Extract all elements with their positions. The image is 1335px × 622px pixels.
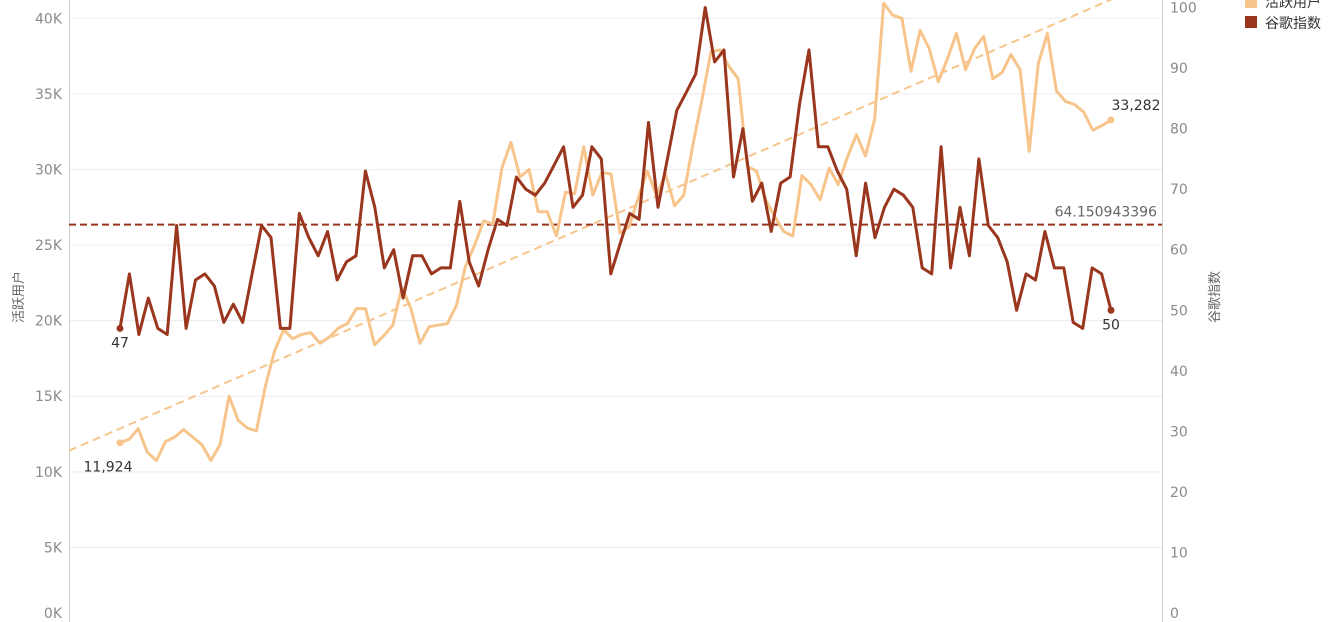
right-tick-label: 40 [1170, 364, 1188, 380]
left-tick-label: 40K [35, 11, 63, 27]
gridlines [70, 17, 1162, 548]
left-tick-label: 0K [44, 606, 63, 622]
left-tick-label: 35K [35, 87, 63, 103]
left-axis-ticks: 0K 5K 10K 15K 20K 25K 30K 35K 40K [35, 11, 63, 622]
average-reference-label: 64.150943396 [1055, 205, 1158, 221]
left-tick-label: 20K [35, 314, 63, 330]
label-active-users-first: 11,924 [84, 460, 133, 476]
legend-swatch-google-index [1245, 16, 1257, 28]
legend: 活跃用户 谷歌指数 [1245, 0, 1321, 32]
end-point-google-index [1107, 306, 1115, 314]
right-axis-ticks: 0 10 20 30 40 50 60 70 80 90 100 [1170, 1, 1197, 622]
right-axis-title: 谷歌指数 [1208, 271, 1223, 323]
right-tick-label: 60 [1170, 243, 1188, 259]
label-google-index-first: 47 [111, 335, 129, 351]
left-tick-label: 5K [44, 540, 63, 556]
series-line-active-users [119, 1, 1112, 462]
legend-swatch-active-users [1245, 0, 1257, 8]
series-line-google-index [118, 6, 1113, 336]
trend-line [68, 0, 1113, 452]
trend-line-group [68, 0, 1113, 452]
data-labels-group: 11,924 33,282 47 50 [84, 98, 1161, 476]
right-tick-label: 70 [1170, 182, 1188, 198]
left-tick-label: 10K [35, 465, 63, 481]
right-tick-label: 10 [1170, 545, 1188, 561]
legend-label-google-index: 谷歌指数 [1265, 16, 1321, 32]
left-tick-label: 15K [35, 389, 63, 405]
right-tick-label: 80 [1170, 122, 1188, 138]
left-tick-label: 25K [35, 238, 63, 254]
average-reference-group: 64.150943396 [69, 205, 1162, 226]
end-point-active-users [1107, 116, 1115, 124]
start-point-active-users [116, 439, 124, 447]
left-axis-title: 活跃用户 [11, 271, 27, 323]
label-active-users-last: 33,282 [1112, 98, 1161, 114]
label-google-index-last: 50 [1102, 317, 1120, 333]
series-group [116, 1, 1115, 462]
left-tick-label: 30K [35, 162, 63, 178]
right-tick-label: 50 [1170, 303, 1188, 319]
legend-label-active-users: 活跃用户 [1265, 0, 1321, 11]
right-tick-label: 30 [1170, 424, 1188, 440]
start-point-google-index [116, 324, 124, 332]
right-tick-label: 20 [1170, 485, 1188, 501]
right-tick-label: 0 [1170, 606, 1179, 622]
right-tick-label: 100 [1170, 1, 1197, 17]
right-tick-label: 90 [1170, 61, 1188, 77]
